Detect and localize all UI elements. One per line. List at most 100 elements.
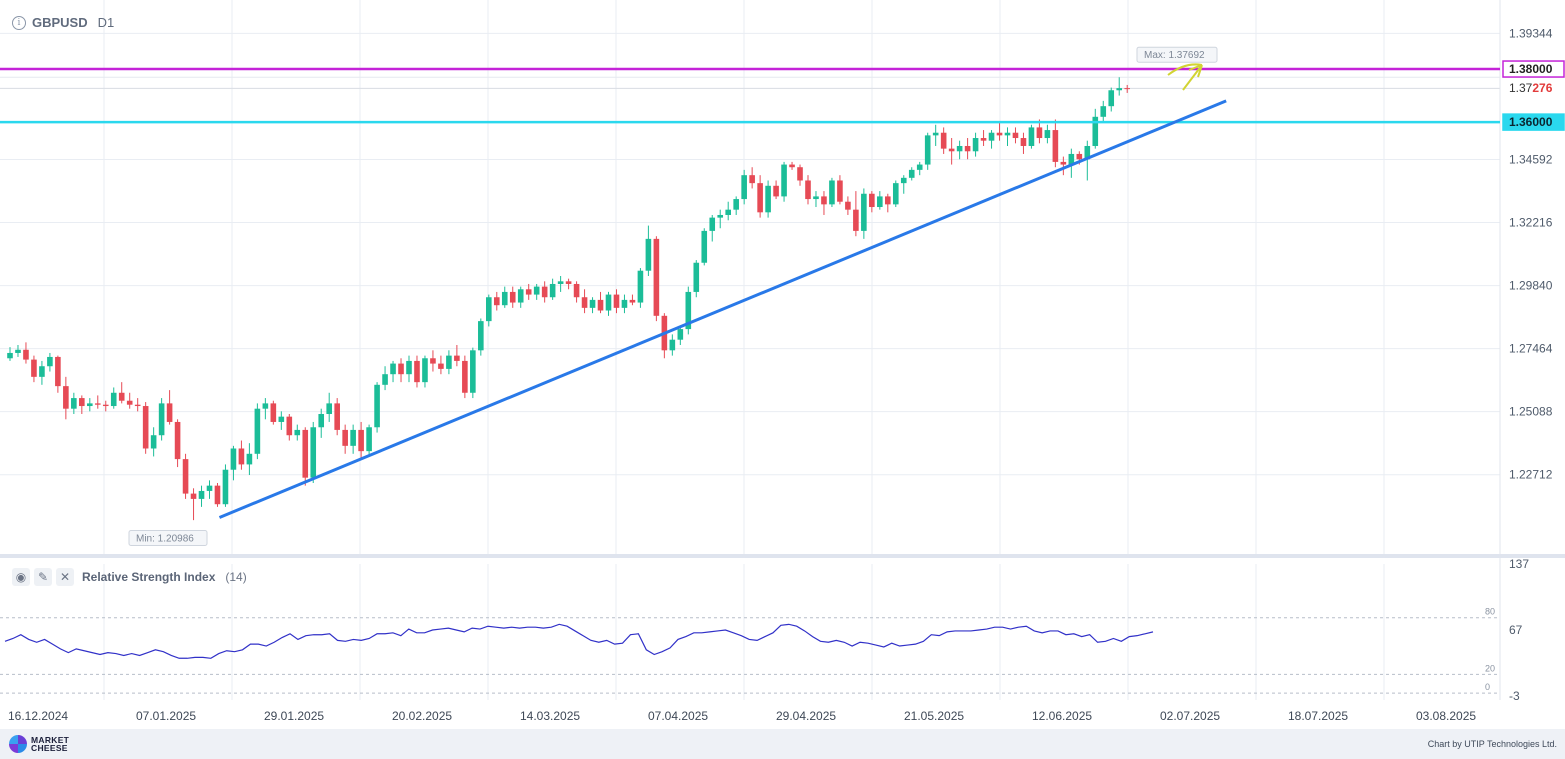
candle-body xyxy=(366,427,372,452)
candle-body xyxy=(1068,153,1075,165)
candle-body xyxy=(334,403,340,430)
candle-body xyxy=(286,416,293,436)
candle-body xyxy=(214,485,221,505)
candle-body xyxy=(438,363,444,369)
candle-body xyxy=(549,283,556,298)
candle-body xyxy=(581,297,588,308)
candle-body xyxy=(1084,145,1091,160)
price-axis: 1.39344 1.34592 1.32216 1.29840 1.27464 1.250… xyxy=(128,26,1565,547)
candle-body xyxy=(765,185,771,213)
candle-body xyxy=(693,262,700,292)
max-marker-label: Max: 1.37692 xyxy=(1144,50,1205,61)
time-tick-label: 21.05.2025 xyxy=(904,709,964,723)
rsi-axis-label: -3 xyxy=(1509,689,1520,703)
candle-body xyxy=(861,193,867,231)
candle-body xyxy=(278,416,285,422)
grid xyxy=(0,0,1565,700)
candle-body xyxy=(206,485,213,491)
candle-body xyxy=(892,183,899,205)
candle-body xyxy=(717,214,724,218)
candle-body xyxy=(318,413,325,428)
rsi-line xyxy=(4,623,1154,659)
candle-body xyxy=(462,360,468,393)
candle-body xyxy=(541,286,548,298)
candle-body xyxy=(406,360,412,375)
candle-body xyxy=(621,299,628,308)
candle-body xyxy=(1028,127,1035,146)
time-tick-label: 14.03.2025 xyxy=(520,709,580,723)
arrow-annotation-icon xyxy=(1167,63,1203,91)
candle-body xyxy=(1100,106,1107,117)
candle-body xyxy=(837,180,843,202)
candle-body xyxy=(741,175,747,200)
price-tick-label: 1.25088 xyxy=(1509,405,1553,419)
time-tick-label: 07.04.2025 xyxy=(648,709,708,723)
candle-body xyxy=(1020,138,1027,146)
candle-body xyxy=(94,403,101,405)
rsi-axis-label: 137 xyxy=(1509,557,1529,571)
candle-body xyxy=(254,408,261,454)
min-marker-label: Min: 1.20986 xyxy=(136,534,194,545)
candle-body xyxy=(996,132,1003,136)
candle-body xyxy=(470,350,476,393)
candle-body xyxy=(853,209,859,231)
candle-body xyxy=(1124,88,1130,90)
time-tick-label: 03.08.2025 xyxy=(1416,709,1476,723)
rsi-param: (14) xyxy=(225,570,247,584)
candle-body xyxy=(246,453,253,465)
price-tick-label: 1.29840 xyxy=(1509,279,1553,293)
candle-body xyxy=(31,359,37,377)
candle-body xyxy=(87,403,93,407)
candle-body xyxy=(709,217,716,231)
candle-body xyxy=(972,138,979,152)
candle-body xyxy=(142,406,149,449)
candle-body xyxy=(725,209,731,215)
candle-body xyxy=(573,283,580,298)
close-icon[interactable]: ✕ xyxy=(56,568,74,586)
candle-body xyxy=(190,493,197,499)
time-tick-label: 12.06.2025 xyxy=(1032,709,1092,723)
time-tick-label: 18.07.2025 xyxy=(1288,709,1348,723)
candle-body xyxy=(7,352,13,359)
candle-body xyxy=(174,421,181,460)
candle-body xyxy=(749,175,755,184)
candle-body xyxy=(158,403,165,436)
rsi-axis-label: 67 xyxy=(1509,623,1523,637)
candle-body xyxy=(493,297,500,306)
candle-body xyxy=(773,185,779,197)
rsi-header: ◉ ✎ ✕ Relative Strength Index (14) xyxy=(12,568,247,586)
candle-body xyxy=(182,459,189,494)
candle-body xyxy=(486,297,492,322)
info-icon[interactable]: i xyxy=(12,15,26,30)
candle-body xyxy=(446,355,452,369)
candle-body xyxy=(1004,132,1011,136)
candle-body xyxy=(55,356,61,387)
trendline xyxy=(218,99,1227,519)
time-axis: 16.12.2024 07.01.2025 29.01.2025 20.02.2025… xyxy=(8,709,1476,723)
candle-body xyxy=(501,291,508,306)
candle-body xyxy=(916,164,923,170)
candle-body xyxy=(685,291,692,330)
min-marker xyxy=(128,530,208,547)
candle-body xyxy=(1052,130,1059,162)
candle-body xyxy=(885,196,891,205)
candle-body xyxy=(374,384,380,428)
candle-body xyxy=(270,403,277,422)
rsi-level-label: 20 xyxy=(1485,663,1495,673)
candle-body xyxy=(1108,90,1115,107)
candle-body xyxy=(645,238,652,271)
logo-mark-icon xyxy=(9,735,27,753)
candle-body xyxy=(956,145,963,152)
wrench-icon[interactable]: ✎ xyxy=(34,568,52,586)
time-tick-label: 02.07.2025 xyxy=(1160,709,1220,723)
drawn-lines[interactable] xyxy=(0,63,1500,519)
candle-body xyxy=(222,469,229,505)
candle-body xyxy=(102,404,109,407)
market-cheese-logo[interactable]: MARKET CHEESE xyxy=(9,735,69,753)
symbol-name: GBPUSD xyxy=(32,15,88,30)
eye-icon[interactable]: ◉ xyxy=(12,568,30,586)
candle-body xyxy=(414,360,420,383)
candle-body xyxy=(79,398,85,407)
candle-body xyxy=(924,135,931,165)
